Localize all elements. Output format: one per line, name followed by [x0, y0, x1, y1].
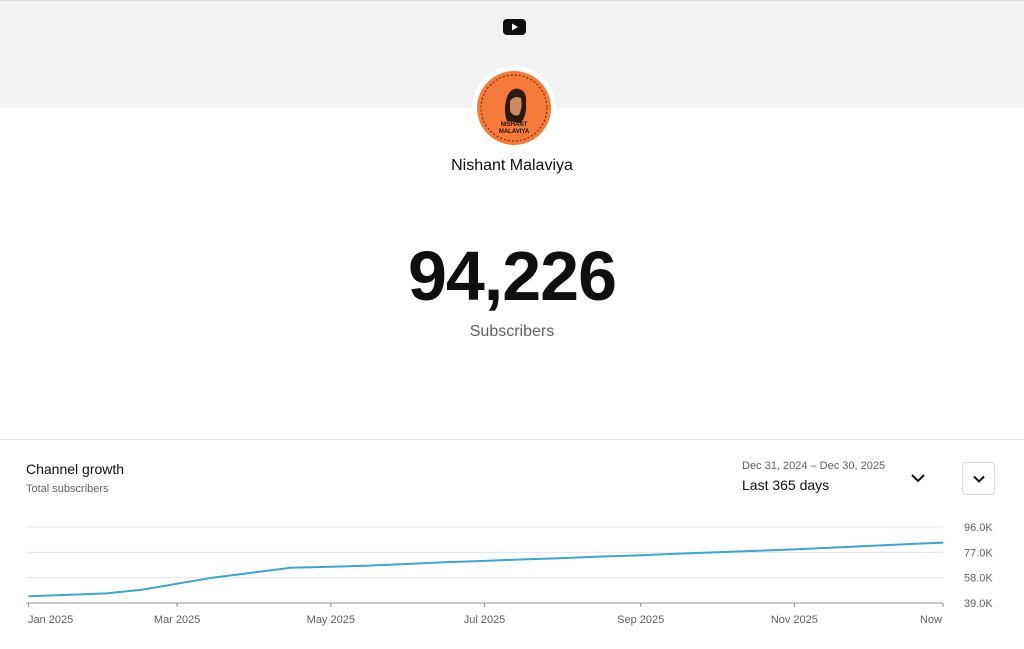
- avatar: NISHANT MALAVIYA: [477, 71, 551, 145]
- channel-avatar[interactable]: NISHANT MALAVIYA: [472, 66, 556, 150]
- x-tick-label: Mar 2025: [154, 614, 200, 626]
- channel-name: Nishant Malaviya: [451, 157, 573, 174]
- y-tick-label: 39.0K: [964, 598, 993, 610]
- chevron-down-icon: [973, 475, 985, 483]
- y-tick-label: 96.0K: [964, 522, 993, 534]
- x-tick-label: Sep 2025: [617, 614, 664, 626]
- chart-options-button[interactable]: [962, 462, 995, 495]
- x-tick-label: Now: [920, 614, 942, 626]
- youtube-icon[interactable]: [503, 19, 526, 35]
- range-label[interactable]: Last 365 days: [742, 477, 830, 493]
- avatar-text-1: NISHANT: [501, 122, 528, 128]
- x-tick-label: Jul 2025: [464, 614, 506, 626]
- y-tick-label: 77.0K: [964, 547, 993, 559]
- chevron-down-icon[interactable]: [908, 468, 928, 488]
- channel-growth-subtitle: Total subscribers: [26, 483, 109, 495]
- date-range-text[interactable]: Dec 31, 2024 – Dec 30, 2025: [742, 460, 886, 472]
- x-tick-label: Jan 2025: [28, 614, 73, 626]
- avatar-text-2: MALAVIYA: [499, 129, 530, 135]
- x-tick-label: May 2025: [307, 614, 355, 626]
- subscriber-growth-chart[interactable]: 96.0K 77.0K 58.0K 39.0K Jan 2025 Mar 2025 May …: [0, 515, 1024, 635]
- x-tick-label: Nov 2025: [771, 614, 818, 626]
- section-divider: [0, 439, 1024, 440]
- subscriber-count: 94,226: [407, 237, 617, 315]
- series-line[interactable]: [28, 541, 944, 598]
- y-tick-label: 58.0K: [964, 573, 993, 585]
- subscriber-label: Subscribers: [469, 323, 555, 340]
- channel-growth-title: Channel growth: [26, 461, 125, 477]
